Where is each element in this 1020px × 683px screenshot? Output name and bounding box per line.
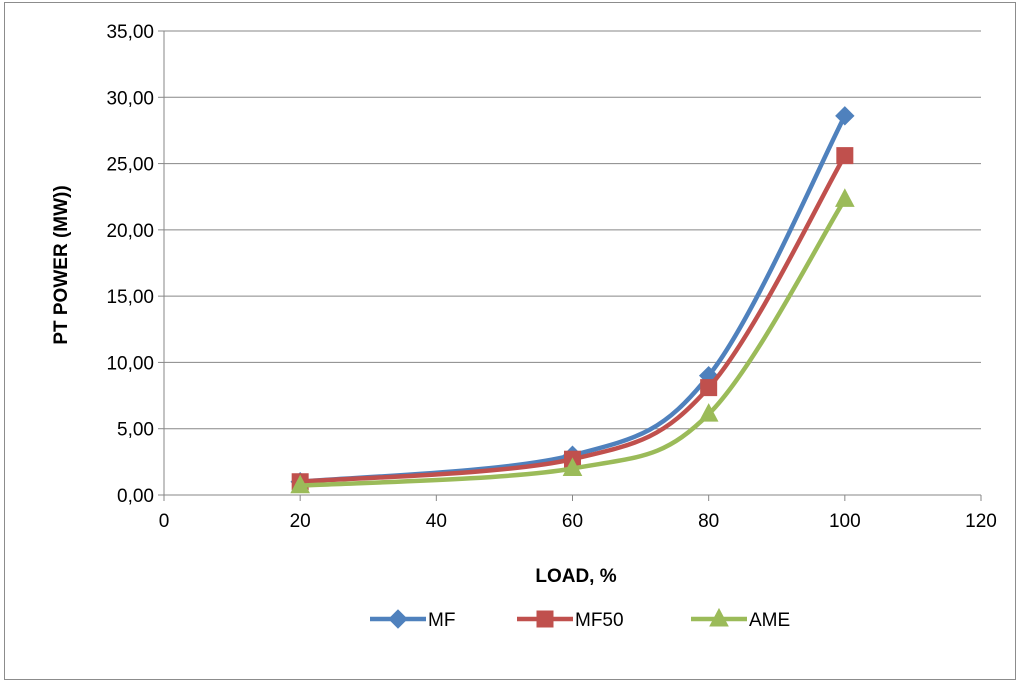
legend-marker-MF: [388, 609, 408, 629]
axes: 0,00 5,00 10,00 15,00 20,00 25,00 30,00 35,00 0 2…: [106, 22, 996, 532]
y-tick-label-4: 20,00: [106, 221, 154, 242]
series-line-MF50: [297, 153, 848, 484]
y-tick-label-7: 35,00: [106, 22, 154, 43]
y-axis-title: PT POWER (MW)): [51, 185, 72, 344]
x-tick-label-3: 60: [562, 511, 583, 532]
x-tick-label-2: 40: [426, 511, 447, 532]
series-line-MF: [297, 113, 848, 484]
y-tick-label-0: 0,00: [117, 486, 154, 507]
data-point-AME-2: [698, 403, 719, 422]
legend-label-AME: AME: [749, 610, 790, 631]
x-tick-label-5: 100: [829, 511, 861, 532]
data-point-AME-3: [835, 188, 855, 207]
legend-item-AME: AME: [691, 607, 790, 631]
x-tick-label-1: 20: [290, 511, 311, 532]
line-chart: 0,00 5,00 10,00 15,00 20,00 25,00 30,00 35,00 0 2…: [51, 22, 997, 631]
data-point-MF50-3: [836, 147, 854, 165]
data-point-MF-3: [835, 106, 855, 126]
series-line-AME: [297, 197, 848, 488]
data-point-AME-1: [562, 457, 583, 476]
legend-marker-MF50: [536, 610, 554, 628]
x-tick-label-0: 0: [159, 511, 170, 532]
x-tick-label-4: 80: [698, 511, 719, 532]
legend-label-MF: MF: [428, 610, 455, 631]
y-tick-label-1: 5,00: [117, 420, 154, 441]
series-MF50: [291, 147, 854, 491]
series-AME: [290, 188, 855, 494]
legend-marker-AME: [709, 607, 729, 627]
chart-frame: 0,00 5,00 10,00 15,00 20,00 25,00 30,00 35,00 0 2…: [4, 2, 1016, 680]
legend-item-MF50: MF50: [517, 610, 624, 631]
legend: MF MF50 AME: [370, 607, 790, 631]
gridlines: [164, 30, 981, 430]
x-axis-title: LOAD, %: [535, 566, 616, 587]
y-tick-label-6: 30,00: [106, 88, 154, 109]
y-tick-label-3: 15,00: [106, 287, 154, 308]
legend-item-MF: MF: [370, 609, 455, 631]
x-tick-label-6: 120: [965, 511, 997, 532]
series-layer: [290, 106, 855, 494]
y-tick-label-2: 10,00: [106, 353, 154, 374]
data-point-AME-0: [290, 474, 310, 494]
data-point-MF50-2: [700, 379, 718, 397]
y-tick-label-5: 25,00: [106, 155, 154, 176]
legend-label-MF50: MF50: [575, 610, 624, 631]
